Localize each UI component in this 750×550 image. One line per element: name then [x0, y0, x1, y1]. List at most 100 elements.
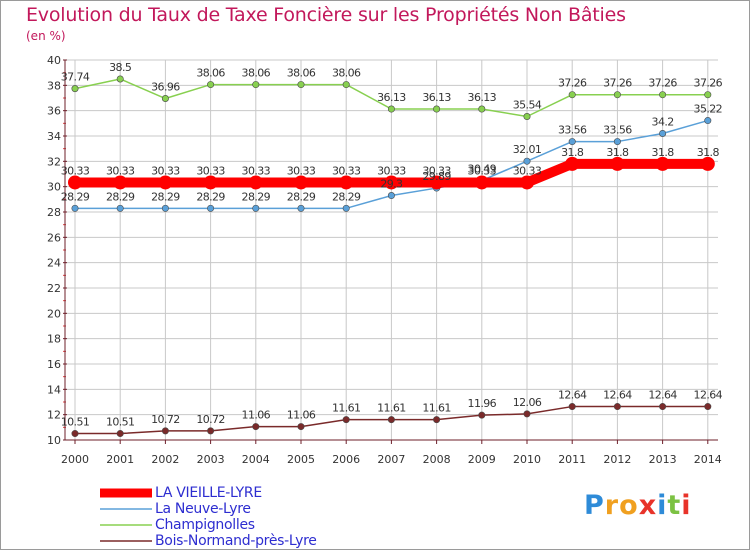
data-label: 11.61: [332, 402, 361, 415]
y-tick-label: 28: [47, 206, 61, 219]
logo-letter: t: [667, 490, 682, 521]
data-label: 36.13: [377, 91, 406, 104]
series-labels: 30.33 30.33 30.33 30.33 30.33 30.33 30.33 30.33…: [61, 61, 723, 429]
data-label: 30.33: [468, 164, 497, 177]
data-label: 31.8: [697, 146, 720, 159]
y-tick-label: 16: [47, 358, 61, 371]
data-point: [565, 156, 580, 171]
x-tick-label: 2010: [513, 453, 541, 466]
legend-swatch-champignolles: [100, 524, 152, 526]
data-point: [704, 403, 712, 411]
x-tick-label: 2012: [603, 453, 631, 466]
data-point: [523, 112, 531, 120]
logo-letter: r: [604, 490, 620, 521]
data-label: 38.06: [287, 67, 316, 80]
data-point: [659, 403, 667, 411]
data-label: 12.64: [603, 389, 632, 402]
data-label: 38.5: [109, 61, 132, 74]
data-label: 36.13: [468, 91, 497, 104]
legend-item-bois-normand: Bois-Normand-près-Lyre: [100, 533, 317, 549]
y-tick-label: 20: [47, 307, 61, 320]
logo-letter: i: [657, 490, 668, 521]
chart-title: Evolution du Taux de Taxe Foncière sur l…: [26, 4, 626, 26]
data-point: [523, 410, 531, 418]
legend-label: LA VIEILLE-LYRE: [155, 485, 262, 501]
logo-letter: o: [619, 490, 639, 521]
proxiti-logo: Proxiti: [584, 490, 692, 521]
data-label: 36.96: [151, 81, 180, 94]
data-label: 30.33: [196, 164, 225, 177]
y-tick-label: 34: [47, 130, 61, 143]
data-label: 34.2: [652, 115, 674, 128]
legend-swatch-la-neuve-lyre: [100, 508, 152, 510]
data-label: 28.29: [106, 190, 135, 203]
data-point: [478, 105, 486, 113]
data-point: [384, 175, 399, 190]
data-point: [71, 204, 79, 212]
data-point: [207, 204, 215, 212]
data-label: 35.54: [513, 98, 542, 111]
data-label: 11.61: [377, 402, 406, 415]
data-label: 10.51: [106, 416, 135, 429]
data-label: 12.64: [694, 389, 723, 402]
data-point: [68, 175, 82, 190]
y-tick-label: 36: [47, 105, 61, 118]
data-label: 29.3: [380, 178, 403, 191]
data-label: 36.13: [422, 91, 451, 104]
legend-item-champignolles: Champignolles: [100, 517, 317, 533]
x-tick-label: 2000: [61, 453, 89, 466]
data-point: [203, 175, 218, 190]
logo-letter: P: [584, 490, 605, 521]
data-label: 30.33: [513, 164, 542, 177]
data-point: [252, 81, 260, 89]
data-point: [116, 204, 124, 212]
data-point: [700, 156, 715, 171]
data-label: 30.49: [468, 162, 497, 175]
data-point: [387, 192, 395, 200]
data-point: [342, 416, 350, 424]
data-label: 30.33: [287, 164, 316, 177]
data-point: [294, 175, 308, 190]
axes: 10 12 14 16 18 20 22 24 26 28 30 32 34 36 38 40 2000 2001…: [47, 54, 722, 466]
data-point: [248, 175, 263, 190]
x-tick-label: 2008: [423, 453, 451, 466]
data-label: 37.74: [61, 71, 90, 84]
data-label: 37.26: [648, 77, 677, 90]
data-label: 28.29: [196, 190, 225, 203]
data-label: 11.96: [468, 397, 497, 410]
data-label: 28.29: [61, 190, 90, 203]
data-point: [429, 175, 444, 190]
data-point: [387, 416, 395, 424]
data-point: [474, 175, 489, 190]
data-label: 33.56: [603, 124, 632, 137]
data-point: [520, 175, 534, 190]
data-label: 12.64: [648, 389, 677, 402]
logo-letter: i: [681, 490, 692, 521]
y-tick-label: 26: [47, 231, 61, 244]
data-label: 30.33: [151, 164, 180, 177]
logo-letter: x: [638, 490, 658, 521]
data-point: [342, 204, 350, 212]
data-label: 11.06: [242, 409, 271, 422]
x-tick-label: 2003: [197, 453, 225, 466]
data-label: 31.8: [561, 146, 584, 159]
x-tick-label: 2009: [468, 453, 496, 466]
data-point: [433, 105, 441, 113]
data-label: 37.26: [558, 77, 587, 90]
data-point: [297, 423, 305, 431]
data-point: [207, 427, 215, 435]
data-point: [207, 81, 215, 89]
data-point: [342, 81, 350, 89]
data-label: 38.06: [242, 67, 271, 80]
data-label: 37.26: [694, 77, 723, 90]
data-label: 30.33: [332, 164, 361, 177]
y-tick-label: 12: [47, 409, 61, 422]
x-tick-label: 2014: [694, 453, 722, 466]
y-tick-label: 32: [47, 155, 61, 168]
data-label: 31.8: [606, 146, 629, 159]
data-label: 28.29: [242, 190, 271, 203]
legend-label: La Neuve-Lyre: [155, 501, 251, 517]
y-tick-label: 10: [47, 434, 61, 447]
